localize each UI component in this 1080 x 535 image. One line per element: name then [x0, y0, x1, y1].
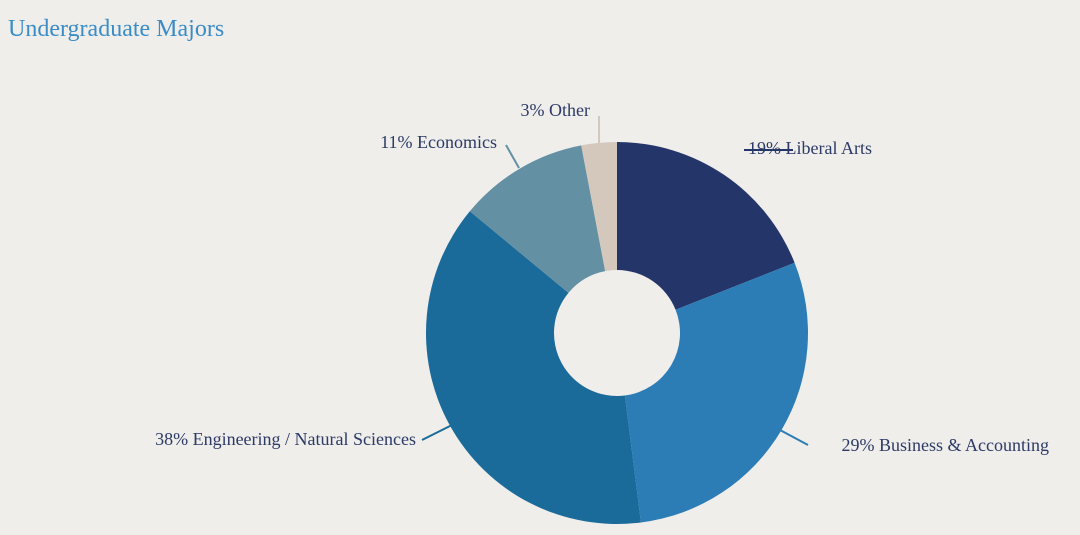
slice-economics: [469, 145, 606, 293]
leader-line-engineering-natural-sciences: [421, 424, 453, 441]
slice-label-liberal-arts: 19% Liberal Arts: [748, 138, 872, 158]
leader-line-business-accounting: [779, 429, 809, 446]
chart-title: Undergraduate Majors: [8, 16, 225, 42]
slice-label-business-accounting: 29% Business & Accounting: [842, 435, 1050, 455]
slice-other: [581, 142, 617, 272]
slice-label-other: 3% Other: [521, 100, 590, 120]
slice-business-accounting: [624, 262, 808, 523]
slice-liberal-arts: [617, 142, 795, 310]
slice-label-economics: 11% Economics: [380, 132, 497, 152]
slice-engineering-natural-sciences: [426, 211, 641, 524]
slice-label-engineering-natural-sciences: 38% Engineering / Natural Sciences: [155, 429, 416, 449]
leader-line-economics: [505, 144, 520, 169]
